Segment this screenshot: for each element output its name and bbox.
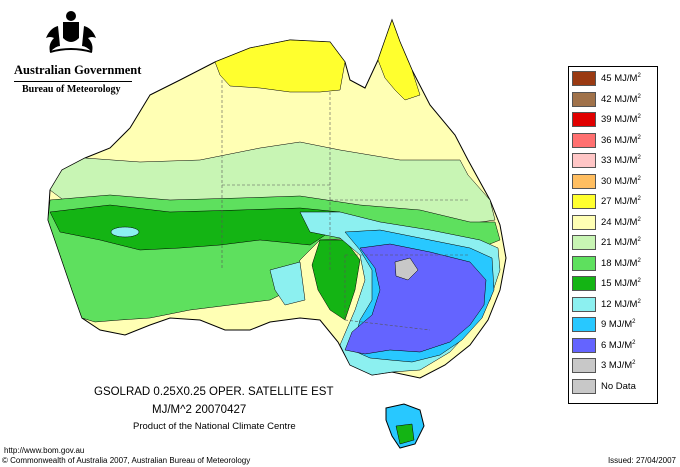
legend-item: 18 MJ/M2 bbox=[571, 255, 657, 272]
region-yellow bbox=[377, 19, 421, 101]
legend-item: 21 MJ/M2 bbox=[571, 235, 657, 251]
legend-item: 9 MJ/M2 bbox=[571, 317, 657, 333]
legend-label: 42 MJ/M2 bbox=[601, 93, 641, 105]
legend-swatch bbox=[572, 317, 596, 332]
tasmania-green bbox=[395, 423, 415, 445]
legend-label: 27 MJ/M2 bbox=[601, 196, 641, 208]
lake-patch bbox=[110, 226, 140, 238]
legend-swatch bbox=[572, 194, 596, 209]
legend-label: 24 MJ/M2 bbox=[601, 216, 641, 228]
legend-item: No Data bbox=[571, 378, 657, 395]
legend-item: 36 MJ/M2 bbox=[571, 132, 657, 149]
legend-item: 24 MJ/M2 bbox=[571, 214, 657, 231]
legend-swatch bbox=[572, 214, 596, 230]
legend-label: 9 MJ/M2 bbox=[601, 319, 636, 331]
legend-label: 3 MJ/M2 bbox=[601, 360, 636, 372]
legend-swatch bbox=[572, 337, 596, 353]
website-link[interactable]: http://www.bom.gov.au bbox=[4, 446, 85, 455]
government-logo: Australian Government Bureau of Meteorol… bbox=[8, 8, 141, 96]
legend-swatch bbox=[572, 91, 596, 107]
legend-swatch bbox=[572, 71, 596, 86]
legend-label: 6 MJ/M2 bbox=[601, 339, 636, 351]
legend-swatch bbox=[572, 153, 596, 168]
legend-swatch bbox=[572, 296, 596, 312]
region-dark-green bbox=[49, 204, 341, 251]
legend-label: No Data bbox=[601, 380, 636, 392]
legend-label: 36 MJ/M2 bbox=[601, 134, 641, 146]
legend-label: 21 MJ/M2 bbox=[601, 237, 641, 249]
legend-label: 18 MJ/M2 bbox=[601, 257, 641, 269]
legend-item: 45 MJ/M2 bbox=[571, 71, 657, 87]
product-caption: GSOLRAD 0.25X0.25 OPER. SATELLITE EST bbox=[94, 386, 334, 398]
date-caption: MJ/M^2 20070427 bbox=[152, 404, 247, 416]
legend-item: 15 MJ/M2 bbox=[571, 276, 657, 292]
legend-swatch bbox=[572, 276, 596, 291]
legend-swatch bbox=[572, 235, 596, 250]
legend-item: 3 MJ/M2 bbox=[571, 358, 657, 374]
region-cyan bbox=[269, 261, 306, 306]
legend: 45 MJ/M2 42 MJ/M2 39 MJ/M2 36 MJ/M2 33 MJ/M2… bbox=[568, 66, 658, 404]
solar-radiation-map bbox=[47, 18, 507, 449]
legend-swatch bbox=[572, 132, 596, 148]
issued-date: Issued: 27/04/2007 bbox=[607, 456, 676, 465]
logo-divider bbox=[14, 81, 132, 82]
legend-item: 33 MJ/M2 bbox=[571, 153, 657, 169]
legend-label: 33 MJ/M2 bbox=[601, 155, 641, 167]
legend-swatch bbox=[572, 358, 596, 373]
legend-swatch bbox=[572, 255, 596, 271]
coat-of-arms-icon bbox=[46, 11, 96, 53]
legend-item: 42 MJ/M2 bbox=[571, 91, 657, 108]
state-borders bbox=[221, 80, 470, 331]
legend-item: 6 MJ/M2 bbox=[571, 337, 657, 354]
legend-label: 30 MJ/M2 bbox=[601, 175, 641, 187]
legend-item: 30 MJ/M2 bbox=[571, 173, 657, 190]
producer-caption: Product of the National Climate Centre bbox=[133, 421, 296, 432]
legend-label: 15 MJ/M2 bbox=[601, 278, 641, 290]
region-yellow bbox=[214, 39, 346, 93]
legend-swatch bbox=[572, 378, 596, 394]
bureau-title: Bureau of Meteorology bbox=[22, 84, 121, 95]
legend-item: 39 MJ/M2 bbox=[571, 112, 657, 128]
legend-swatch bbox=[572, 112, 596, 127]
legend-swatch bbox=[572, 173, 596, 189]
government-title: Australian Government bbox=[14, 63, 142, 77]
legend-label: 39 MJ/M2 bbox=[601, 114, 641, 126]
legend-item: 12 MJ/M2 bbox=[571, 296, 657, 313]
legend-item: 27 MJ/M2 bbox=[571, 194, 657, 210]
region-violet bbox=[344, 243, 487, 355]
copyright-notice: © Commonwealth of Australia 2007, Austra… bbox=[2, 456, 251, 465]
legend-label: 12 MJ/M2 bbox=[601, 298, 641, 310]
region-no-data bbox=[394, 257, 419, 281]
legend-label: 45 MJ/M2 bbox=[601, 73, 641, 85]
